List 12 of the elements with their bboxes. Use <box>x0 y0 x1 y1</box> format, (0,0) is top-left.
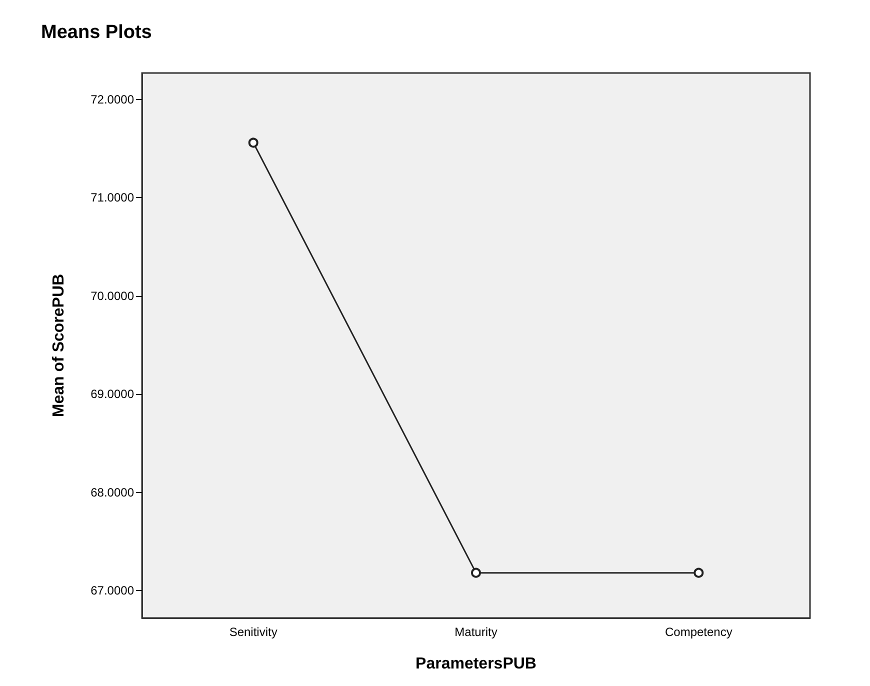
x-tick-label: Competency <box>664 625 732 639</box>
chart-title: Means Plots <box>41 22 152 43</box>
y-tick-label: 68.0000 <box>90 485 134 500</box>
y-tick-label: 67.0000 <box>90 584 134 598</box>
y-tick-label: 70.0000 <box>90 288 134 303</box>
x-tick-label: Senitivity <box>229 625 278 639</box>
y-tick-label: 69.0000 <box>90 387 134 402</box>
x-axis-title: ParametersPUB <box>416 656 536 672</box>
x-tick-label: Maturity <box>454 625 498 639</box>
y-tick-label: 72.0000 <box>90 92 134 107</box>
y-axis-title: Mean of ScorePUB <box>50 274 68 418</box>
y-tick-label: 71.0000 <box>90 190 134 205</box>
